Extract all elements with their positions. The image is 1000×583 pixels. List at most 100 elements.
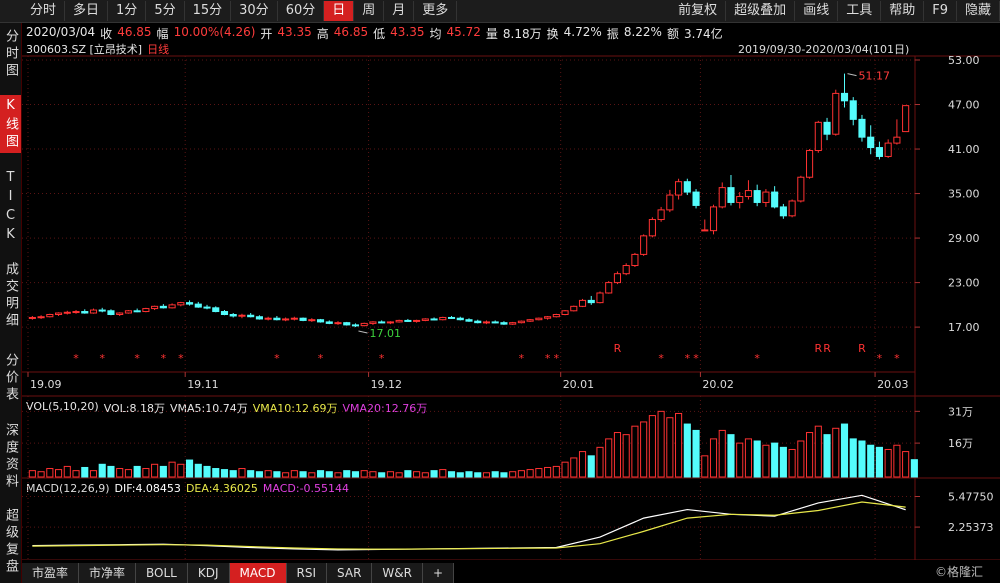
toolbar-button[interactable]: 周 bbox=[354, 1, 385, 21]
candle-body bbox=[142, 308, 150, 313]
candle-body bbox=[517, 320, 525, 324]
candle-body bbox=[605, 282, 613, 294]
toolbar-button[interactable]: 更多 bbox=[414, 1, 458, 21]
side-tab[interactable]: 深度资料 bbox=[3, 422, 18, 491]
signal-marker: * bbox=[685, 352, 691, 365]
candle-body bbox=[421, 318, 429, 321]
side-tab[interactable]: 分价表 bbox=[3, 352, 18, 404]
tab[interactable]: 市盈率 bbox=[22, 563, 80, 583]
toolbar-button[interactable]: 15分 bbox=[185, 1, 232, 21]
tab[interactable]: BOLL bbox=[136, 563, 188, 583]
signal-marker: * bbox=[161, 352, 167, 365]
macd-header-item: DEA:4.36025 bbox=[185, 482, 258, 495]
volume-bar bbox=[168, 461, 176, 478]
tab[interactable]: MACD bbox=[229, 563, 287, 583]
macd-header-item: MACD(12,26,9) bbox=[26, 482, 110, 495]
quote-value: 8.18万 bbox=[502, 27, 542, 41]
candle-body bbox=[46, 313, 54, 318]
volume-bar bbox=[360, 470, 368, 478]
candle-body bbox=[255, 316, 263, 320]
volume-bar bbox=[299, 471, 307, 478]
side-tab[interactable]: 成交明细 bbox=[3, 262, 18, 330]
volume-bar bbox=[570, 457, 578, 478]
volume-bar bbox=[701, 455, 709, 478]
candle-body bbox=[561, 310, 569, 315]
toolbar-button[interactable]: F9 bbox=[924, 1, 957, 21]
volume-bar bbox=[692, 429, 700, 478]
candle-body bbox=[657, 209, 665, 221]
signal-marker: * bbox=[274, 352, 280, 365]
y-tick-label: 35.00 bbox=[948, 188, 980, 201]
volume-bar bbox=[709, 438, 718, 478]
annotation: 17.01 bbox=[369, 327, 401, 340]
quote-label: 收 bbox=[100, 27, 113, 41]
tab[interactable]: RSI bbox=[286, 563, 328, 583]
tab[interactable]: + bbox=[422, 563, 455, 583]
tab[interactable]: 市净率 bbox=[79, 563, 137, 583]
candle-body bbox=[570, 305, 578, 312]
signal-marker: R bbox=[858, 342, 866, 355]
candle-body bbox=[369, 321, 377, 324]
toolbar-button[interactable]: 分时 bbox=[22, 1, 66, 21]
candle-body bbox=[308, 319, 316, 322]
candle-body bbox=[884, 142, 892, 157]
volume-bar bbox=[81, 466, 89, 478]
y-tick-label: 17.00 bbox=[948, 321, 980, 334]
toolbar-button[interactable]: 1分 bbox=[108, 1, 147, 21]
volume-bar bbox=[439, 469, 447, 478]
candle-body bbox=[692, 191, 700, 206]
toolbar-button[interactable]: 隐藏 bbox=[957, 1, 1000, 21]
candle-body bbox=[788, 200, 796, 217]
toolbar-button[interactable]: 日 bbox=[324, 1, 355, 21]
stock-row: 300603.SZ [立昂技术] 日线 bbox=[26, 41, 169, 57]
toolbar-button[interactable]: 帮助 bbox=[881, 1, 925, 21]
volume-bar bbox=[421, 472, 429, 478]
volume-bar bbox=[282, 472, 290, 478]
volume-bar bbox=[657, 410, 665, 478]
candle-body bbox=[491, 321, 499, 324]
toolbar-button[interactable]: 60分 bbox=[278, 1, 325, 21]
toolbar-button[interactable]: 工具 bbox=[838, 1, 882, 21]
side-tab[interactable]: TICK bbox=[3, 170, 18, 246]
volume-bar bbox=[526, 469, 534, 478]
volume-bar bbox=[264, 470, 272, 478]
tab[interactable]: SAR bbox=[327, 563, 373, 583]
candle-body bbox=[814, 121, 822, 152]
toolbar-button[interactable]: 多日 bbox=[65, 1, 109, 21]
volume-header-item: VMA10:12.69万 bbox=[252, 402, 338, 415]
candle-body bbox=[587, 299, 595, 304]
candle-body bbox=[116, 312, 124, 315]
side-tab[interactable]: K线图 bbox=[0, 95, 21, 153]
x-tick-label: 19.12 bbox=[371, 378, 403, 391]
toolbar-button[interactable]: 画线 bbox=[795, 1, 839, 21]
candle-body bbox=[229, 313, 237, 317]
volume-bar bbox=[456, 472, 464, 478]
toolbar-button[interactable]: 5分 bbox=[146, 1, 185, 21]
toolbar-button[interactable]: 超级叠加 bbox=[726, 1, 796, 21]
candle-body bbox=[893, 136, 901, 144]
volume-bar bbox=[858, 440, 866, 478]
candle-body bbox=[290, 317, 298, 320]
toolbar-button[interactable]: 30分 bbox=[231, 1, 278, 21]
signal-marker: * bbox=[99, 352, 105, 365]
volume-bar bbox=[561, 461, 569, 478]
volume-bar bbox=[648, 415, 656, 478]
signal-marker: * bbox=[554, 352, 560, 365]
tab[interactable]: KDJ bbox=[187, 563, 230, 583]
candle-body bbox=[299, 317, 307, 321]
volume-bar bbox=[351, 471, 360, 478]
quote-value: 43.35 bbox=[277, 25, 312, 39]
macd-header-item: MACD:-0.55144 bbox=[262, 482, 350, 495]
tab[interactable]: W&R bbox=[372, 563, 423, 583]
volume-bar bbox=[744, 438, 753, 478]
side-tab[interactable]: 分时图 bbox=[3, 28, 18, 80]
side-tab[interactable]: 超级复盘 bbox=[3, 508, 18, 576]
candle-body bbox=[832, 92, 840, 135]
toolbar-button[interactable]: 月 bbox=[384, 1, 415, 21]
volume-bar bbox=[343, 470, 351, 478]
candle-body bbox=[648, 219, 656, 237]
quote-value: 10.00%(4.26) bbox=[173, 25, 256, 39]
toolbar-button[interactable]: 前复权 bbox=[670, 1, 727, 21]
quote-label: 高 bbox=[316, 27, 329, 41]
toolbar-right: 前复权 超级叠加 画线 工具 帮助 F9 隐藏 bbox=[670, 0, 1000, 22]
